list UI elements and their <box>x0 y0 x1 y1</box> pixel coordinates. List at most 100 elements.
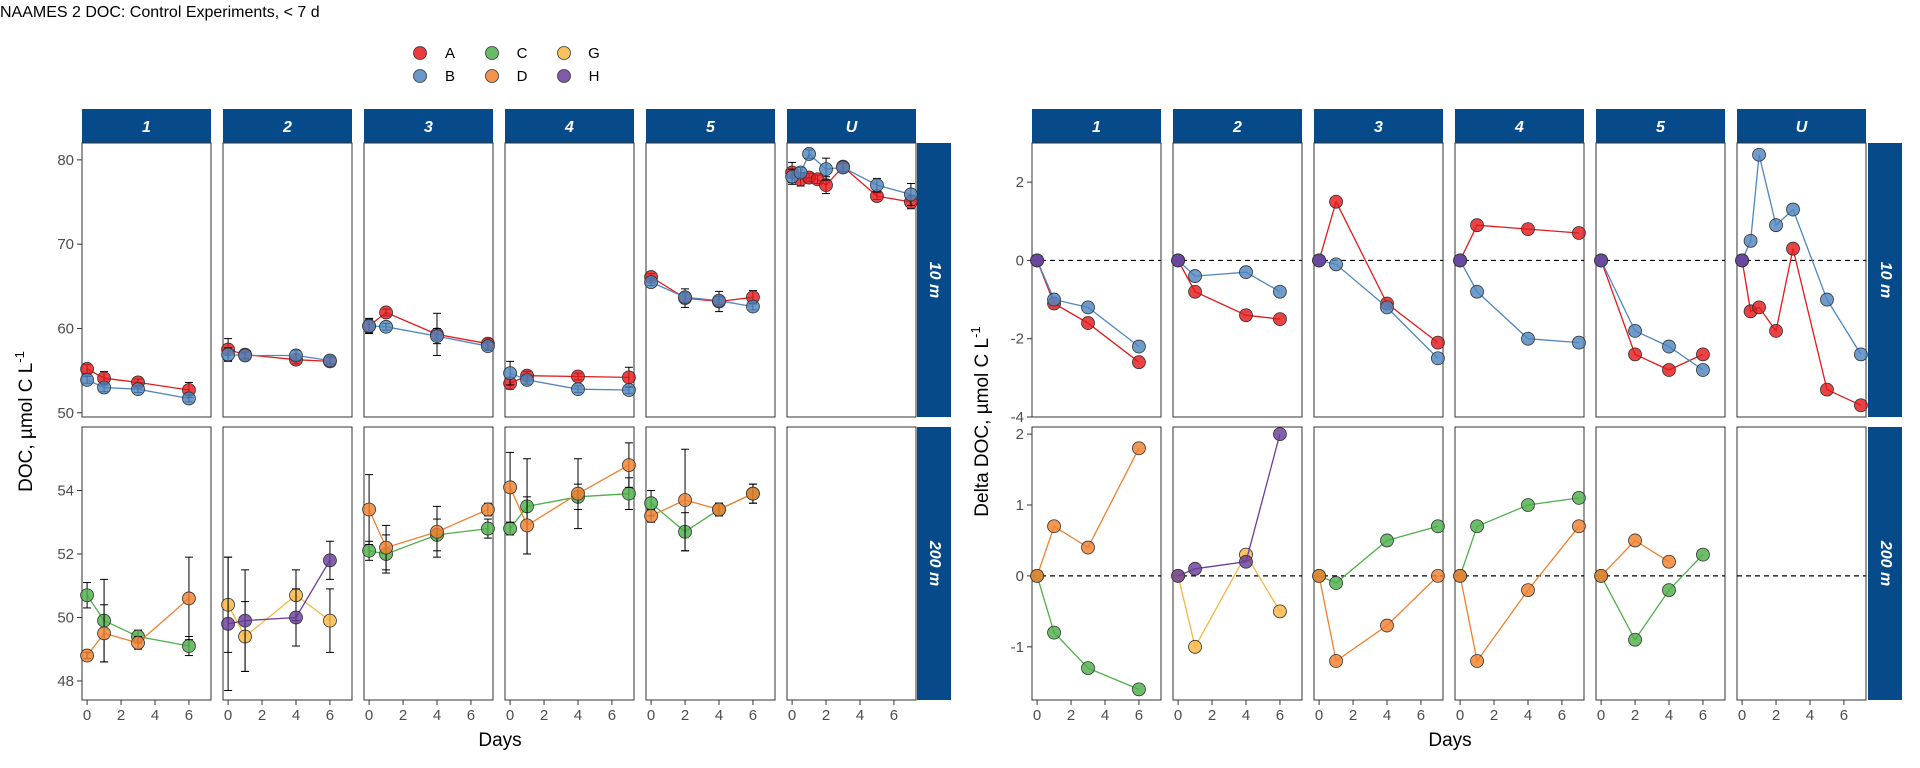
x-tick-label: 4 <box>1806 707 1814 724</box>
facet-strip-bg <box>505 109 634 143</box>
y-tick-label: 54 <box>57 482 74 499</box>
row-strip-label: 200 m <box>1877 540 1894 586</box>
data-point <box>1047 519 1061 534</box>
legend-label-g: G <box>588 45 600 62</box>
facet-strip-bg <box>223 109 352 143</box>
data-point <box>1380 618 1394 633</box>
legend-key-a <box>413 46 427 60</box>
x-tick-label: 6 <box>1699 707 1707 724</box>
x-tick-label: 4 <box>715 707 723 724</box>
data-point <box>323 353 337 368</box>
series-line <box>86 368 189 391</box>
panel-5-200m <box>1594 426 1726 701</box>
x-tick-label: 0 <box>1456 707 1464 724</box>
series-line <box>86 594 190 647</box>
x-tick-label: 4 <box>1383 707 1391 724</box>
data-point <box>1662 554 1676 569</box>
legend-key-h <box>557 69 571 83</box>
series-line <box>227 594 331 638</box>
data-point <box>1329 194 1343 209</box>
series-b <box>80 373 196 406</box>
x-tick-label: 6 <box>1840 707 1848 724</box>
legend-item-a: A <box>413 45 455 62</box>
facet-strip-bg <box>364 109 493 143</box>
series-line <box>1459 224 1579 261</box>
legend-key-b <box>413 69 427 83</box>
data-point <box>1380 300 1394 315</box>
data-point <box>238 348 252 363</box>
facet-strip-bg <box>646 109 775 143</box>
series-line <box>86 597 190 656</box>
x-tick-label: 6 <box>749 707 757 724</box>
series-line <box>227 348 330 363</box>
legend-key-c <box>485 46 499 60</box>
data-point <box>1047 625 1061 640</box>
series-d <box>80 556 196 663</box>
panel-4-200m <box>503 426 636 701</box>
panel-border <box>1736 142 1867 418</box>
legend-label-d: D <box>517 68 528 85</box>
series-d <box>503 442 636 555</box>
data-point <box>1628 632 1642 647</box>
data-point <box>1431 519 1445 534</box>
facet-strip-bg <box>787 109 916 143</box>
panel-2-10m <box>1171 142 1303 418</box>
series-b <box>221 347 337 368</box>
series-line <box>1036 575 1140 690</box>
data-point <box>644 496 658 511</box>
panel-u-10m <box>785 142 918 418</box>
data-point <box>1572 519 1586 534</box>
data-point <box>1132 441 1146 456</box>
series-d <box>362 474 495 571</box>
x-axis: 0 2 4 6 <box>1738 700 1848 724</box>
series-line <box>650 281 754 308</box>
data-point <box>221 616 235 631</box>
row-strip-200m: 200 m <box>917 427 951 700</box>
panel-border <box>1313 142 1444 418</box>
data-point <box>1453 569 1467 583</box>
facet-strip-bg <box>1173 109 1302 143</box>
row-strip-10m: 10 m <box>1868 143 1902 417</box>
panel-u-200m <box>1736 426 1867 701</box>
y-tick-label: 52 <box>57 546 74 563</box>
data-point <box>571 382 585 397</box>
x-tick-label: 2 <box>1772 707 1780 724</box>
x-tick-label: 2 <box>399 707 407 724</box>
x-tick-label: 2 <box>1490 707 1498 724</box>
y-axis: -4 -2 0 2 <box>1011 174 1032 426</box>
series-line <box>1177 259 1281 293</box>
data-point <box>1081 300 1095 315</box>
legend-label-h: H <box>589 68 600 85</box>
series-line <box>1459 525 1580 663</box>
data-point <box>1594 253 1608 268</box>
panel-border <box>504 426 635 701</box>
series-line <box>368 527 488 555</box>
data-point <box>481 339 495 354</box>
panel-2-200m <box>221 426 353 701</box>
row-strip-10m: 10 m <box>917 143 951 417</box>
data-point <box>182 591 196 606</box>
x-axis: 0 2 4 6 <box>365 700 475 724</box>
data-point <box>1030 569 1044 583</box>
x-tick-label: 0 <box>365 707 373 724</box>
facet-strip-4: 4 <box>505 109 634 143</box>
panel-5-10m <box>644 142 776 418</box>
series-b <box>644 275 760 314</box>
data-point <box>80 588 94 603</box>
y-axis-title: DOC, µmol C L-1 <box>12 351 37 492</box>
data-point <box>1273 604 1287 619</box>
data-point <box>430 524 444 539</box>
data-point <box>622 370 636 385</box>
data-point <box>520 518 534 533</box>
series-d <box>1030 441 1146 583</box>
facet-strip-label: 5 <box>1656 119 1666 136</box>
series-line <box>1318 259 1439 359</box>
series-line <box>1318 199 1439 344</box>
x-tick-label: 0 <box>1315 707 1323 724</box>
data-point <box>1662 339 1676 354</box>
data-point <box>1431 335 1445 350</box>
facet-strip-label: 1 <box>142 119 151 136</box>
data-point <box>1239 265 1253 280</box>
x-tick-label: 0 <box>1738 707 1746 724</box>
facet-strip-3: 3 <box>1314 109 1443 143</box>
